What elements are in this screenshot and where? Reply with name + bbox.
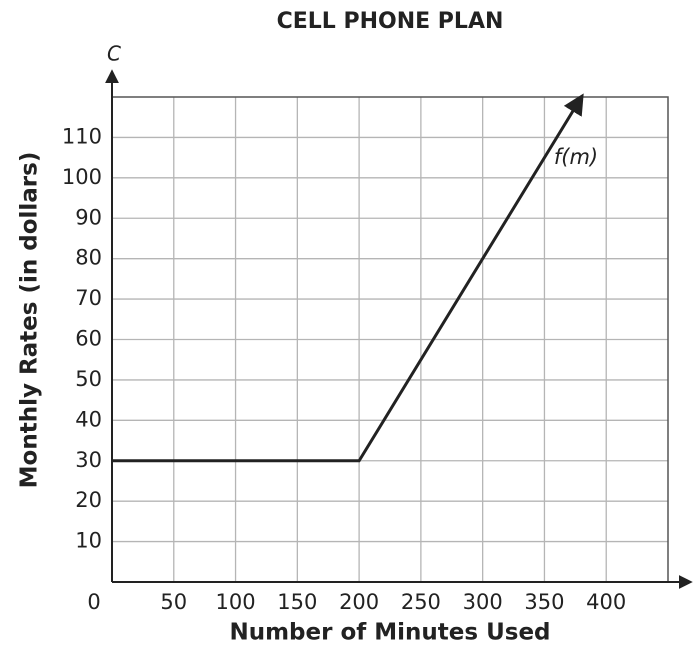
x-tick-label: 250 [401, 590, 441, 614]
x-tick-label: 400 [586, 590, 626, 614]
x-tick-label: 150 [277, 590, 317, 614]
y-axis-letter: C [107, 42, 121, 66]
x-tick-label: 350 [524, 590, 564, 614]
y-tick-label: 110 [62, 124, 102, 148]
y-tick-label: 40 [75, 407, 102, 431]
y-tick-label: 90 [75, 205, 102, 229]
y-tick-label: 10 [75, 529, 102, 553]
x-tick-label: 200 [339, 590, 379, 614]
x-tick-label: 300 [463, 590, 503, 614]
y-tick-label: 70 [75, 286, 102, 310]
x-tick-label: 0 [87, 590, 100, 614]
chart-title: CELL PHONE PLAN [277, 9, 504, 34]
y-tick-label: 50 [75, 367, 102, 391]
function-line [112, 93, 584, 463]
y-tick-label: 100 [62, 165, 102, 189]
function-annotation: f(m) [554, 145, 598, 169]
x-tick-label: 100 [216, 590, 256, 614]
y-tick-label: 30 [75, 448, 102, 472]
y-tick-label: 60 [75, 327, 102, 351]
x-axis-label: Number of Minutes Used [229, 620, 550, 646]
y-tick-label: 20 [75, 488, 102, 512]
y-tick-label: 80 [75, 246, 102, 270]
x-tick-label: 50 [160, 590, 187, 614]
plot-border [112, 96, 669, 582]
y-axis-label: Monthly Rates (in dollars) [17, 152, 43, 489]
